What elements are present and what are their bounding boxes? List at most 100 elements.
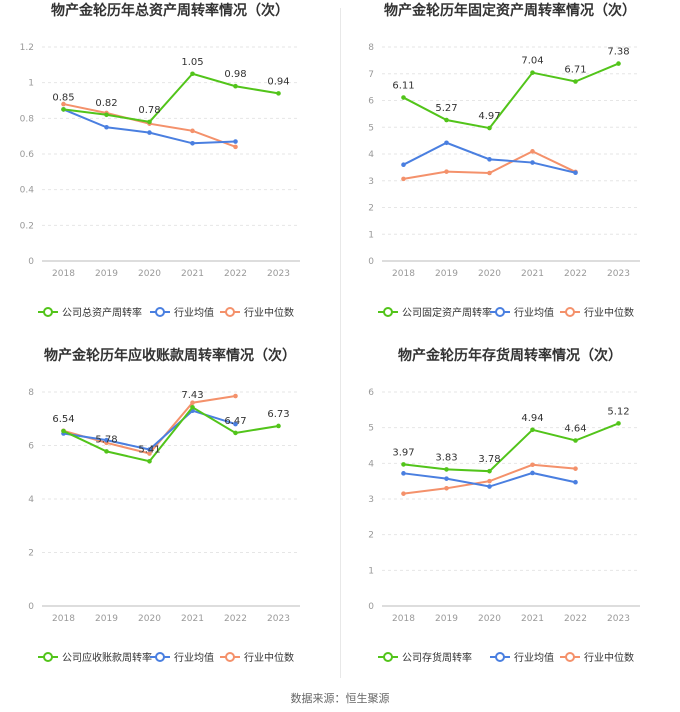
- data-label: 6.11: [392, 81, 414, 92]
- chart-legend: 公司存货周转率 行业均值 行业中位数: [340, 649, 680, 665]
- data-label: 0.85: [52, 92, 74, 103]
- legend-label: 行业均值: [514, 308, 554, 319]
- y-tick-label: 7: [368, 70, 374, 80]
- chart-title: 物产金轮历年存货周转率情况（次）: [398, 348, 622, 364]
- data-point-industry_avg: [573, 170, 578, 176]
- data-point-industry_median: [530, 149, 535, 154]
- data-point-company: [530, 427, 535, 433]
- data-point-industry_avg: [104, 124, 109, 130]
- data-label: 3.78: [478, 454, 500, 465]
- y-tick-label: 1: [368, 566, 374, 576]
- x-tick-label: 2019: [435, 269, 458, 279]
- data-point-company: [276, 91, 281, 96]
- data-point-industry_avg: [444, 140, 449, 146]
- chart-title: 物产金轮历年应收账款周转率情况（次）: [44, 348, 296, 364]
- legend-item-company[interactable]: 公司存货周转率: [378, 649, 472, 664]
- x-tick-label: 2022: [564, 269, 587, 279]
- x-tick-label: 2021: [521, 269, 544, 279]
- data-point-industry_avg: [530, 160, 535, 165]
- data-point-company: [104, 112, 109, 118]
- data-point-company: [233, 83, 238, 89]
- legend-swatch-icon: [220, 306, 240, 318]
- y-tick-label: 1: [368, 230, 374, 240]
- data-point-industry_avg: [233, 421, 238, 427]
- y-tick-label: 5: [368, 123, 374, 133]
- series-line-company: [63, 72, 279, 123]
- chart-title: 物产金轮历年固定资产周转率情况（次）: [384, 3, 636, 19]
- legend-label: 行业中位数: [584, 308, 634, 319]
- data-label: 5.78: [95, 434, 117, 445]
- data-point-company: [190, 71, 195, 77]
- data-point-industry_median: [573, 466, 578, 471]
- data-point-industry_avg: [190, 141, 195, 146]
- data-point-industry_median: [233, 144, 238, 150]
- total-asset-turnover-chart: 物产金轮历年总资产周转率情况（次） 0 0.2 0.4 0.6 0.8 1 1.2 2018 2…: [0, 0, 340, 345]
- y-tick-label: 3: [368, 177, 374, 187]
- legend-swatch-icon: [220, 651, 240, 663]
- y-tick-label: 2: [368, 531, 374, 541]
- data-point-company: [573, 438, 578, 443]
- y-tick-label: 5: [368, 424, 374, 434]
- data-point-company: [444, 467, 449, 472]
- legend-item-industry_median[interactable]: 行业中位数: [220, 649, 294, 664]
- y-tick-label: 2: [368, 204, 374, 214]
- legend-swatch-icon: [150, 651, 170, 663]
- data-point-industry_median: [190, 400, 195, 405]
- legend-swatch-icon: [150, 306, 170, 318]
- data-point-industry_avg: [487, 484, 492, 489]
- data-label: 4.97: [478, 111, 500, 122]
- legend-label: 公司应收账款周转率: [62, 653, 152, 664]
- y-tick-label: 0.8: [20, 114, 35, 124]
- data-source-note: 数据来源：恒生聚源: [290, 692, 390, 705]
- series-line-company: [63, 405, 279, 463]
- data-point-industry_median: [444, 169, 449, 174]
- fixed-asset-turnover-chart: 物产金轮历年固定资产周转率情况（次） 0 1 2 3 4 5 6 7 8 2018 2019 2020…: [340, 0, 680, 345]
- x-tick-label: 2019: [95, 269, 118, 279]
- x-tick-label: 2020: [478, 614, 501, 624]
- y-tick-label: 0: [368, 257, 374, 267]
- x-tick-label: 2022: [224, 614, 247, 624]
- x-tick-label: 2022: [224, 269, 247, 279]
- data-point-company: [573, 79, 578, 84]
- legend-item-industry_median[interactable]: 行业中位数: [560, 649, 634, 664]
- legend-item-industry_median[interactable]: 行业中位数: [220, 304, 294, 319]
- legend-item-company[interactable]: 公司应收账款周转率: [38, 649, 152, 664]
- x-tick-label: 2022: [564, 614, 587, 624]
- x-tick-label: 2018: [52, 614, 75, 624]
- x-tick-label: 2020: [478, 269, 501, 279]
- legend-swatch-icon: [560, 306, 580, 318]
- x-tick-label: 2021: [521, 614, 544, 624]
- data-point-industry_avg: [147, 447, 152, 452]
- data-point-company: [530, 70, 535, 75]
- inventory-turnover-chart: 物产金轮历年存货周转率情况（次） 0 1 2 3 4 5 6 2018 2019 2020 2021…: [340, 345, 680, 690]
- legend-item-industry_avg[interactable]: 行业均值: [490, 649, 554, 664]
- legend-item-industry_avg[interactable]: 行业均值: [150, 304, 214, 319]
- data-label: 1.05: [181, 57, 203, 68]
- legend-item-industry_avg[interactable]: 行业均值: [490, 304, 554, 319]
- data-label: 3.83: [435, 452, 457, 463]
- data-label: 0.98: [224, 69, 246, 80]
- y-tick-label: 1: [28, 79, 34, 89]
- y-tick-label: 8: [28, 388, 34, 398]
- chart-plot: 0 2 4 6 8 2018 2019 2020 2021 2022 2023 6.54 5.78 5.4…: [28, 388, 300, 624]
- receivables-turnover-chart: 物产金轮历年应收账款周转率情况（次） 0 2 4 6 8 2018 2019 2020 2021…: [0, 345, 340, 690]
- chart-title: 物产金轮历年总资产周转率情况（次）: [51, 3, 289, 19]
- data-label: 6.73: [267, 409, 289, 420]
- y-tick-label: 8: [368, 43, 374, 53]
- legend-item-company[interactable]: 公司固定资产周转率: [378, 304, 492, 319]
- legend-item-company[interactable]: 公司总资产周转率: [38, 304, 142, 319]
- data-point-industry_avg: [233, 139, 238, 144]
- legend-label: 行业中位数: [584, 653, 634, 664]
- data-point-industry_avg: [147, 130, 152, 135]
- legend-item-industry_avg[interactable]: 行业均值: [150, 649, 214, 664]
- data-label: 4.94: [521, 413, 543, 424]
- data-label: 0.82: [95, 98, 117, 109]
- legend-swatch-icon: [490, 306, 510, 318]
- legend-swatch-icon: [38, 306, 58, 318]
- chart-legend: 公司应收账款周转率 行业均值 行业中位数: [0, 649, 340, 665]
- data-label: 0.78: [138, 105, 160, 116]
- data-point-company: [147, 119, 152, 125]
- y-tick-label: 6: [368, 97, 374, 107]
- data-point-industry_median: [487, 170, 492, 176]
- legend-item-industry_median[interactable]: 行业中位数: [560, 304, 634, 319]
